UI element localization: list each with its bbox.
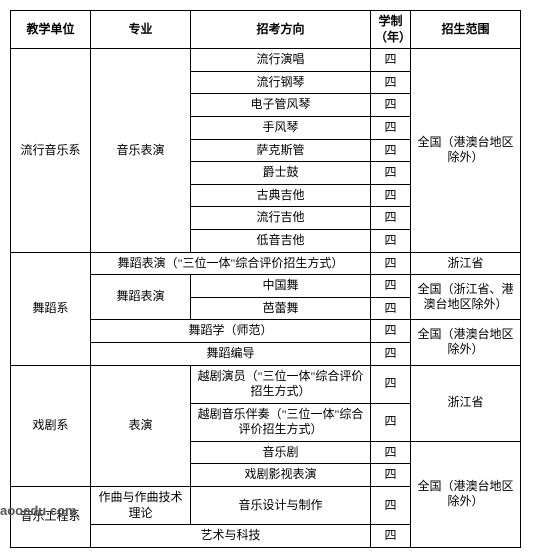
scope-cell: 全国（港澳台地区除外）	[411, 320, 521, 365]
year-cell: 四	[371, 297, 411, 320]
year-cell: 四	[371, 139, 411, 162]
major-dance-choreo: 舞蹈编导	[91, 342, 371, 365]
major-dance-perf-trinity: 舞蹈表演（"三位一体"综合评价招生方式）	[91, 252, 371, 275]
header-row: 教学单位 专业 招考方向 学制（年） 招生范围	[11, 11, 521, 49]
direction-cell: 电子管风琴	[191, 94, 371, 117]
year-cell: 四	[371, 162, 411, 185]
table-row: 流行音乐系 音乐表演 流行演唱 四 全国（港澳台地区除外）	[11, 49, 521, 72]
year-cell: 四	[371, 275, 411, 298]
year-cell: 四	[371, 487, 411, 525]
admission-table: 教学单位 专业 招考方向 学制（年） 招生范围 流行音乐系 音乐表演 流行演唱 …	[10, 10, 521, 548]
year-cell: 四	[371, 184, 411, 207]
year-cell: 四	[371, 94, 411, 117]
year-cell: 四	[371, 49, 411, 72]
year-cell: 四	[371, 320, 411, 343]
major-art-tech: 艺术与科技	[91, 525, 371, 548]
direction-cell: 流行钢琴	[191, 71, 371, 94]
direction-cell: 音乐设计与制作	[191, 487, 371, 525]
direction-cell: 越剧音乐伴奏（"三位一体"综合评价招生方式）	[191, 403, 371, 441]
watermark-text: aooedu.com	[0, 503, 77, 518]
unit-dance: 舞蹈系	[11, 252, 91, 365]
year-cell: 四	[371, 441, 411, 464]
direction-cell: 爵士鼓	[191, 162, 371, 185]
year-cell: 四	[371, 116, 411, 139]
scope-cell: 浙江省	[411, 365, 521, 441]
header-direction: 招考方向	[191, 11, 371, 49]
scope-cell: 全国（港澳台地区除外）	[411, 441, 521, 547]
year-cell: 四	[371, 342, 411, 365]
unit-drama: 戏剧系	[11, 365, 91, 487]
direction-cell: 中国舞	[191, 275, 371, 298]
direction-cell: 萨克斯管	[191, 139, 371, 162]
scope-cell: 全国（浙江省、港澳台地区除外）	[411, 275, 521, 320]
year-cell: 四	[371, 403, 411, 441]
major-dance-study: 舞蹈学（师范）	[91, 320, 371, 343]
header-major: 专业	[91, 11, 191, 49]
direction-cell: 古典吉他	[191, 184, 371, 207]
direction-cell: 流行吉他	[191, 207, 371, 230]
major-dance-perf: 舞蹈表演	[91, 275, 191, 320]
direction-cell: 音乐剧	[191, 441, 371, 464]
header-unit: 教学单位	[11, 11, 91, 49]
scope-cell: 浙江省	[411, 252, 521, 275]
year-cell: 四	[371, 71, 411, 94]
direction-cell: 越剧演员（"三位一体"综合评价招生方式）	[191, 365, 371, 403]
year-cell: 四	[371, 464, 411, 487]
direction-cell: 戏剧影视表演	[191, 464, 371, 487]
year-cell: 四	[371, 229, 411, 252]
year-cell: 四	[371, 207, 411, 230]
table-row: 戏剧系 表演 越剧演员（"三位一体"综合评价招生方式） 四 浙江省	[11, 365, 521, 403]
scope-cell: 全国（港澳台地区除外）	[411, 49, 521, 252]
major-music-perf: 音乐表演	[91, 49, 191, 252]
header-scope: 招生范围	[411, 11, 521, 49]
year-cell: 四	[371, 252, 411, 275]
year-cell: 四	[371, 525, 411, 548]
table-row: 舞蹈系 舞蹈表演（"三位一体"综合评价招生方式） 四 浙江省	[11, 252, 521, 275]
direction-cell: 流行演唱	[191, 49, 371, 72]
direction-cell: 手风琴	[191, 116, 371, 139]
major-composition: 作曲与作曲技术理论	[91, 487, 191, 525]
unit-pop-music: 流行音乐系	[11, 49, 91, 252]
header-year: 学制（年）	[371, 11, 411, 49]
year-cell: 四	[371, 365, 411, 403]
major-performance: 表演	[91, 365, 191, 487]
direction-cell: 低音吉他	[191, 229, 371, 252]
direction-cell: 芭蕾舞	[191, 297, 371, 320]
